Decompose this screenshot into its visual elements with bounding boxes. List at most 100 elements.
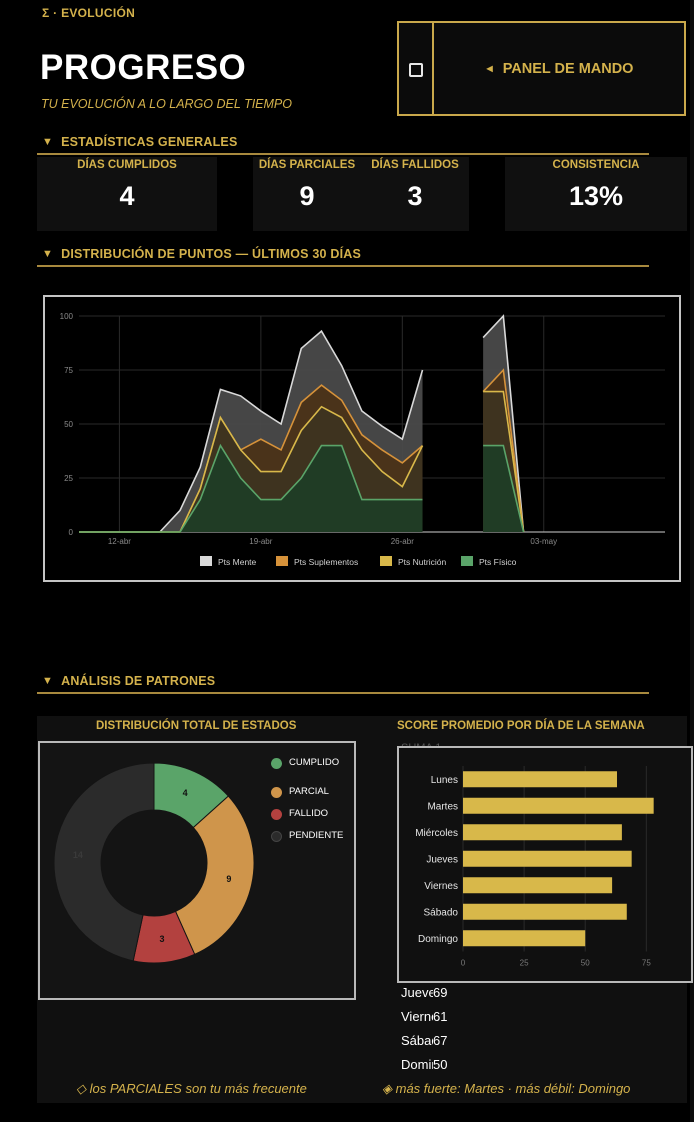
- collapse-arrow-icon: ▼: [42, 136, 54, 148]
- stat-value: 9: [299, 181, 315, 211]
- slice-label: 14: [73, 850, 83, 860]
- bar: [463, 930, 586, 947]
- legend-swatch: [200, 556, 212, 566]
- legend-swatch: [271, 758, 282, 769]
- stat-value: 13%: [568, 181, 624, 211]
- stat-value: 4: [119, 181, 135, 211]
- score-day: Domingo: [401, 1057, 433, 1072]
- x-tick-label: 0: [461, 959, 466, 968]
- collapse-arrow-icon: ▼: [42, 248, 54, 260]
- series-line: [483, 444, 525, 533]
- header-actions: ◀ PANEL DE MANDO: [397, 21, 686, 116]
- category-label: Jueves: [426, 854, 458, 865]
- list-item: Viernes61: [401, 1009, 447, 1033]
- section-title-patterns-label: ANÁLISIS DE PATRONES: [61, 674, 216, 688]
- panel-de-mando-button[interactable]: ◀ PANEL DE MANDO: [436, 23, 684, 114]
- donut-slice: [174, 795, 255, 956]
- score-value: 61: [433, 1009, 448, 1024]
- legend-label: CUMPLIDO: [289, 757, 340, 768]
- stat-card-parciales: DÍAS PARCIALES 9: [253, 157, 361, 231]
- x-tick-label: 75: [642, 959, 651, 968]
- pattern-insight-frequent: ◇ los PARCIALES son tu más frecuente: [76, 1081, 307, 1096]
- checkbox-cell: [399, 23, 434, 114]
- list-item: Jueves69: [401, 985, 447, 1009]
- legend-label: FALLIDO: [289, 808, 329, 819]
- bar: [463, 850, 632, 867]
- bar-chart-svg: 0 25 50 75 Lunes Martes Miércoles Jueves Viernes…: [415, 766, 654, 968]
- bar: [463, 877, 613, 894]
- y-tick-label: 50: [64, 420, 73, 429]
- section-title-points[interactable]: ▼ DISTRIBUCIÓN DE PUNTOS — ÚLTIMOS 30 DÍ…: [42, 247, 361, 261]
- area-chart-svg: 0 25 50 75 100 12-abr 19-abr 26-abr 03-may Pts Me…: [60, 312, 665, 567]
- weekday-score-list: Jueves69 Viernes61 Sábado67 Domingo50: [401, 985, 447, 1081]
- stat-card-fallidos: DÍAS FALLIDOS 3: [361, 157, 469, 231]
- legend-item-parcial: PARCIAL: [271, 786, 337, 798]
- legend-label: Pts Físico: [479, 557, 517, 567]
- bar: [463, 903, 627, 920]
- score-value: 50: [433, 1057, 448, 1072]
- stat-value: 3: [407, 181, 423, 211]
- slice-label: 9: [226, 874, 231, 884]
- legend-swatch: [276, 556, 288, 566]
- legend-label: Pts Nutrición: [398, 557, 446, 567]
- series-line: [482, 314, 525, 533]
- stat-label: DÍAS CUMPLIDOS: [77, 159, 177, 171]
- collapse-arrow-icon: ▼: [42, 675, 54, 687]
- triangle-left-icon: ◀: [486, 64, 493, 73]
- legend-swatch: [271, 831, 282, 842]
- bar: [463, 824, 622, 841]
- donut-chart: 4 9 3 14 CUMPLIDO PARCIAL FALLIDO PENDIENTE: [38, 741, 356, 1000]
- pattern-insight-strength: ◈ más fuerte: Martes · más débil: Doming…: [382, 1081, 631, 1096]
- page-subtitle: TU EVOLUCIÓN A LO LARGO DEL TIEMPO: [41, 97, 292, 111]
- slice-label: 4: [183, 788, 188, 798]
- series-line: [482, 368, 525, 533]
- bar: [463, 771, 617, 788]
- score-value: 69: [433, 985, 448, 1000]
- category-label: Martes: [427, 801, 458, 812]
- section-title-patterns[interactable]: ▼ ANÁLISIS DE PATRONES: [42, 674, 215, 688]
- breadcrumb: Σ · EVOLUCIÓN: [42, 6, 136, 20]
- donut-slice: [53, 762, 155, 962]
- scrollbar[interactable]: [690, 0, 694, 1122]
- section-title-points-label: DISTRIBUCIÓN DE PUNTOS — ÚLTIMOS 30 DÍAS: [61, 247, 362, 261]
- section-divider: [37, 265, 649, 267]
- y-tick-label: 100: [60, 312, 74, 321]
- series-area: [483, 445, 524, 532]
- points-area-chart: 0 25 50 75 100 12-abr 19-abr 26-abr 03-may Pts Me…: [43, 295, 681, 582]
- x-tick-label: 25: [520, 959, 529, 968]
- series-line: [79, 443, 423, 533]
- weekday-bar-chart: 0 25 50 75 Lunes Martes Miércoles Jueves Viernes…: [397, 746, 693, 983]
- list-item: Domingo50: [401, 1057, 447, 1081]
- legend-label: Pts Suplementos: [294, 557, 358, 567]
- score-day: Sábado: [401, 1033, 433, 1048]
- legend-swatch: [461, 556, 473, 566]
- category-label: Lunes: [431, 775, 458, 786]
- x-tick-label: 50: [581, 959, 590, 968]
- legend-label: PENDIENTE: [289, 830, 344, 841]
- stat-label: DÍAS PARCIALES: [258, 159, 356, 171]
- section-title-stats[interactable]: ▼ ESTADÍSTICAS GENERALES: [42, 135, 238, 149]
- legend-swatch: [271, 809, 282, 820]
- legend-label: PARCIAL: [289, 786, 329, 797]
- page-title: PROGRESO: [40, 48, 247, 87]
- score-day: Jueves: [401, 985, 433, 1000]
- legend-swatch: [380, 556, 392, 566]
- bar-chart-title: SCORE PROMEDIO POR DÍA DE LA SEMANA: [397, 720, 645, 732]
- category-label: Miércoles: [415, 828, 458, 839]
- x-tick-label: 12-abr: [108, 537, 131, 546]
- category-label: Domingo: [418, 934, 458, 945]
- legend-swatch: [271, 787, 282, 798]
- select-checkbox[interactable]: [409, 63, 423, 77]
- category-label: Sábado: [424, 907, 459, 918]
- donut-chart-svg: 4 9 3 14: [53, 762, 255, 964]
- legend-item-fallido: FALLIDO: [271, 808, 337, 820]
- section-title-stats-label: ESTADÍSTICAS GENERALES: [61, 135, 238, 149]
- x-tick-label: 03-may: [530, 537, 557, 546]
- y-tick-label: 0: [69, 528, 74, 537]
- stat-card-consistencia: CONSISTENCIA 13%: [505, 157, 687, 231]
- section-divider: [37, 692, 649, 694]
- donut-chart-title: DISTRIBUCIÓN TOTAL DE ESTADOS: [96, 720, 297, 732]
- legend-item-pendiente: PENDIENTE: [271, 830, 344, 842]
- y-tick-label: 75: [64, 366, 73, 375]
- series-line: [483, 390, 525, 533]
